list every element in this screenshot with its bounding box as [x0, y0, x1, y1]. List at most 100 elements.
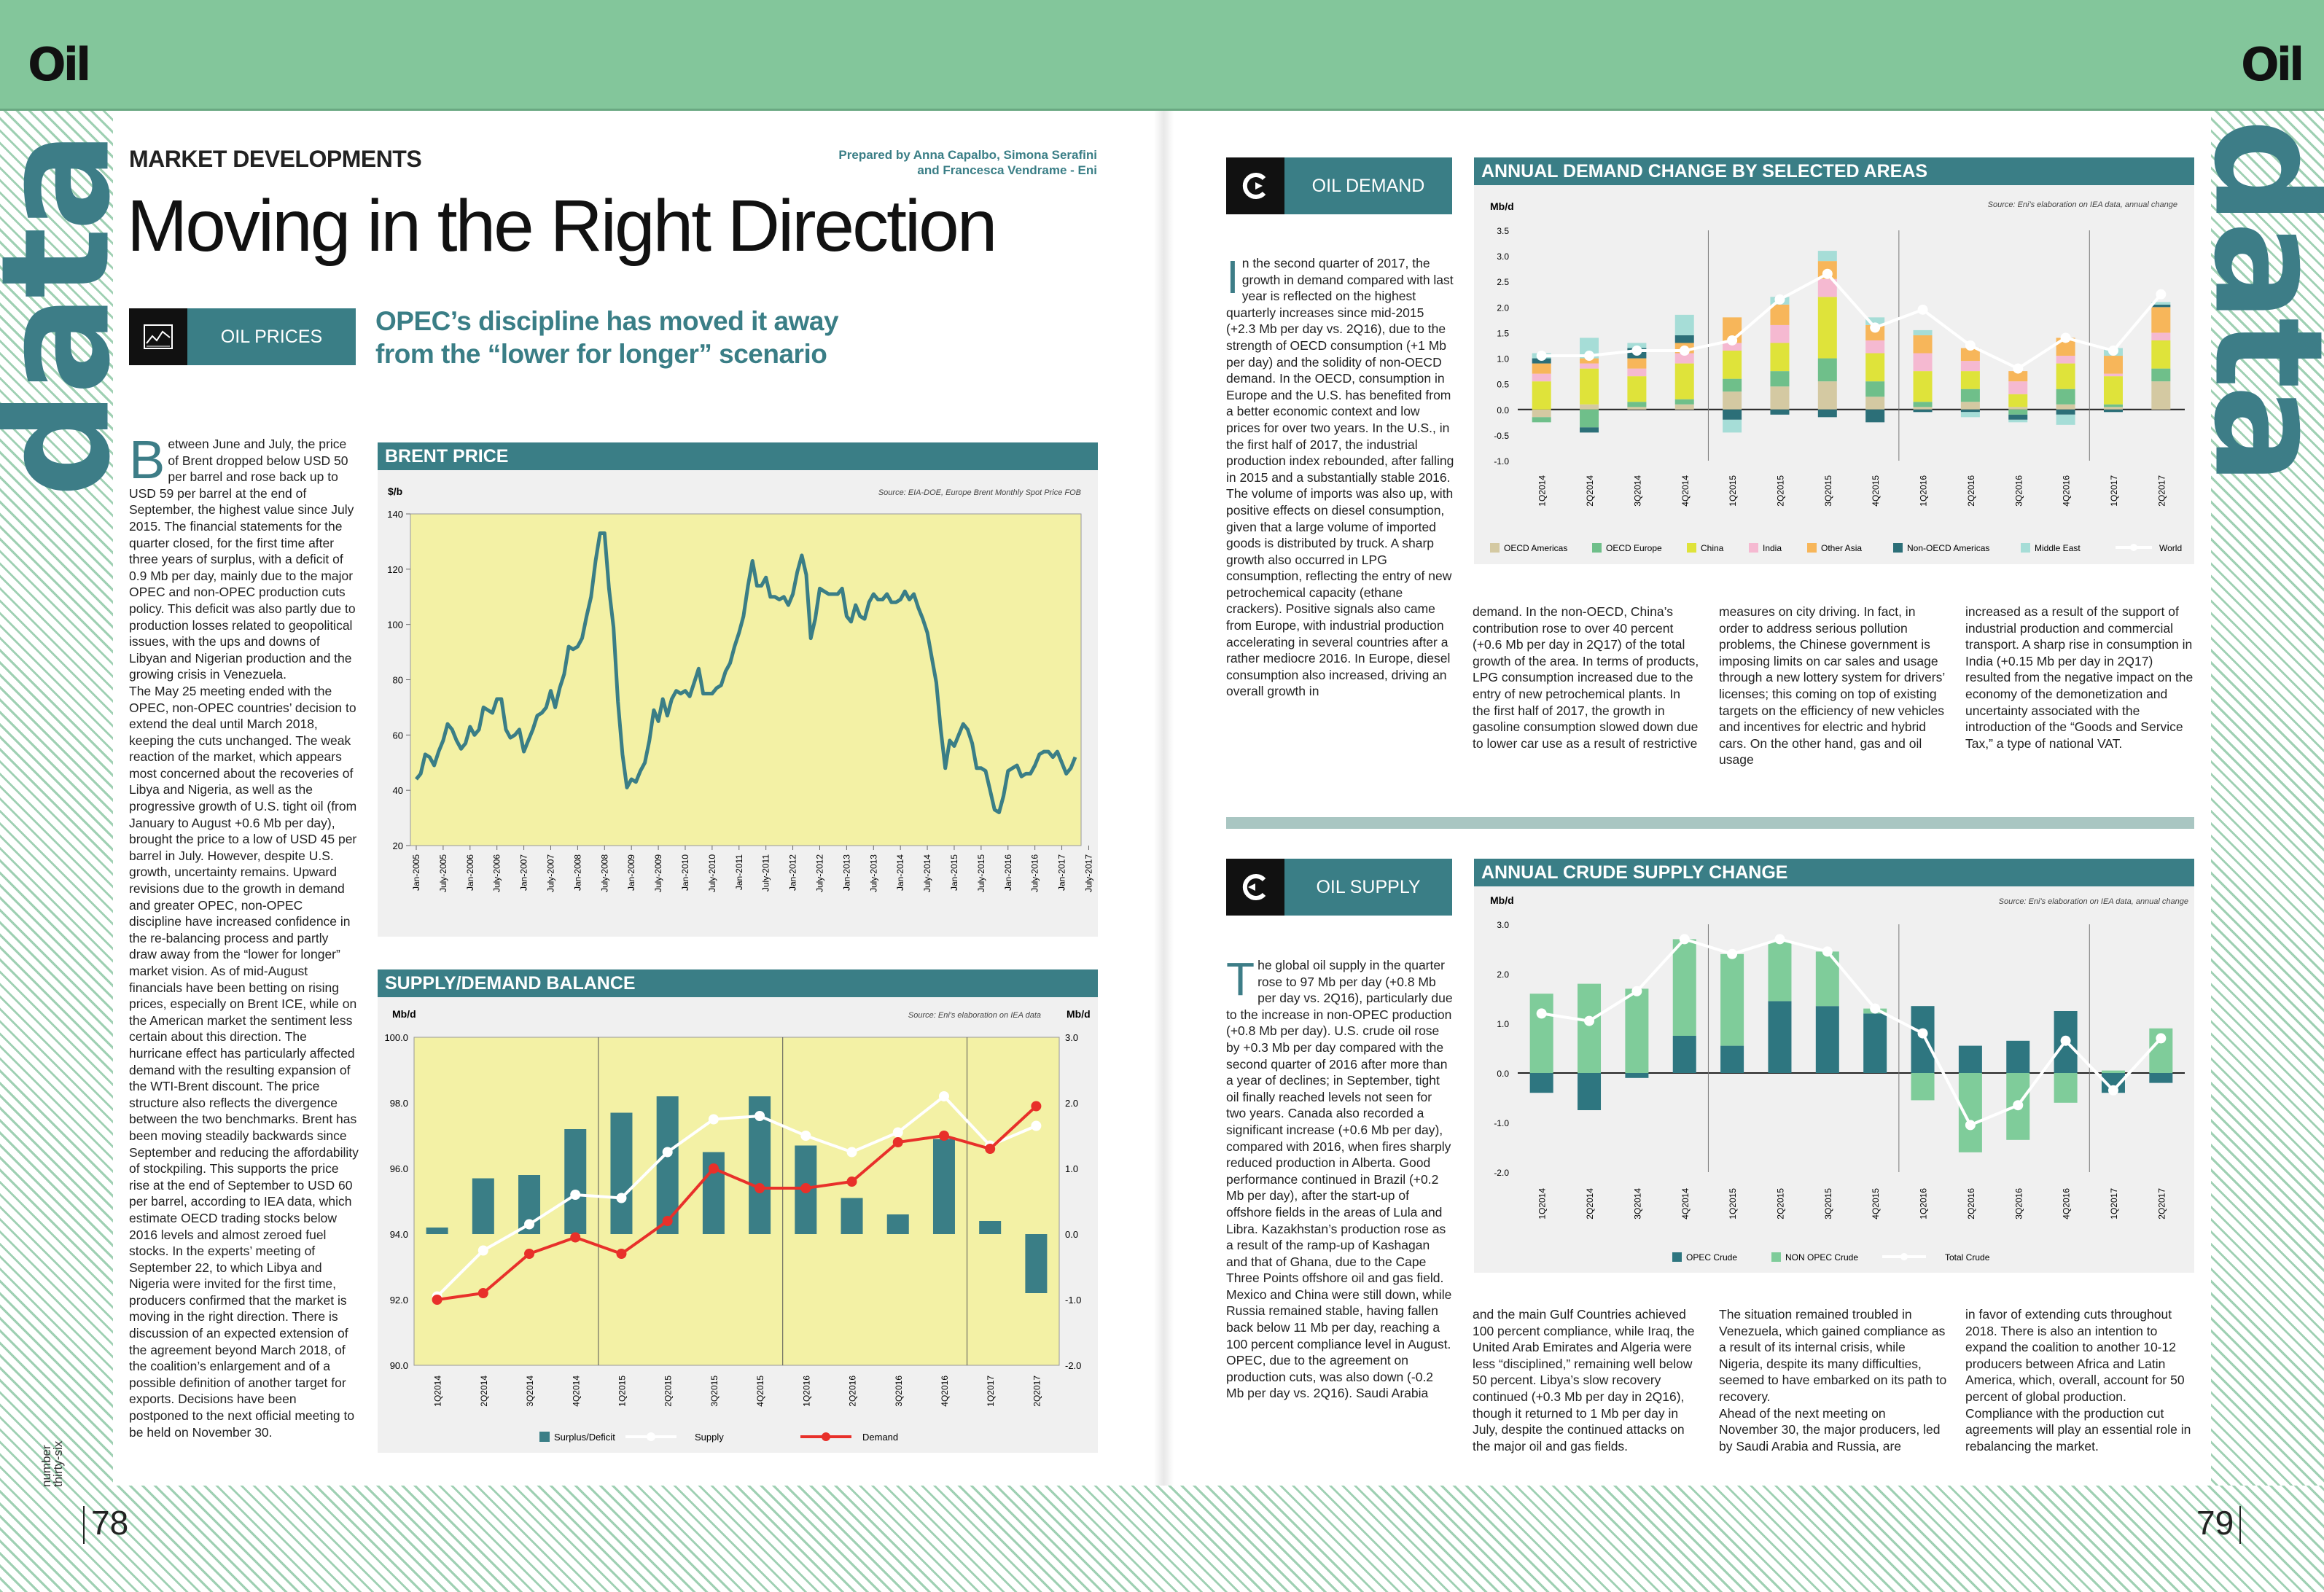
supply-chart: Mb/d Source: Eni's elaboration on IEA dat…: [1474, 886, 2194, 1273]
page-subtitle: OPEC’s discipline has moved it away from…: [375, 306, 839, 369]
dem-stack-segment: [1960, 412, 1980, 418]
dem-world-point: [1965, 340, 1976, 351]
dem-ytick-label: 0.0: [1497, 405, 1509, 415]
sup-total-point: [1631, 986, 1642, 996]
dem-stack-segment: [1770, 324, 1790, 343]
dem-stack-segment: [2056, 356, 2075, 364]
dem-xtick-label: 2Q2015: [1775, 475, 1785, 507]
sup-ytick-label: 0.0: [1497, 1069, 1509, 1079]
sup-xtick-label: 1Q2015: [1728, 1188, 1738, 1220]
sd-xtick-label: 2Q2014: [479, 1376, 489, 1407]
sup-total-point: [2156, 1033, 2167, 1044]
dem-stack-segment: [2151, 302, 2171, 305]
supply-chart-title: ANNUAL CRUDE SUPPLY CHANGE: [1474, 859, 2194, 886]
sup-ytick-label: 3.0: [1497, 920, 1509, 930]
dem-stack-segment: [1723, 351, 1742, 379]
sup-stack-segment: [2101, 1070, 2125, 1073]
brent-xtick-label: July-2009: [653, 854, 663, 892]
brent-xtick-label: Jan-2012: [788, 854, 798, 891]
sd-supply-point: [570, 1190, 581, 1200]
top-band: [0, 0, 2324, 111]
sd-supply-point: [477, 1245, 488, 1256]
dropcap-i: I: [1226, 255, 1239, 303]
dem-stack-segment: [2056, 389, 2075, 405]
sd-ytick-left: 90.0: [390, 1360, 408, 1371]
dem-stack-segment: [1627, 407, 1647, 410]
dem-stack-segment: [2151, 368, 2171, 382]
demand-chart: Mb/d Source: Eni's elaboration on IEA dat…: [1474, 185, 2194, 564]
sd-legend-supply: Supply: [695, 1432, 724, 1443]
sup-source: Source: Eni's elaboration on IEA data, a…: [1999, 897, 2188, 906]
sup-stack-segment: [1672, 939, 1696, 1036]
dem-legend-swatch: [1807, 543, 1817, 553]
brent-ytick-label: 60: [393, 730, 403, 741]
sd-surplus-bar: [472, 1178, 494, 1234]
arrow-circle-icon: [1226, 859, 1284, 916]
dem-stack-segment: [1723, 378, 1742, 392]
side-word-right: data: [2180, 118, 2324, 481]
left-hatch-strip: [0, 111, 113, 1592]
dropcap-t: T: [1226, 957, 1255, 1005]
sup-total-point: [2060, 1035, 2071, 1046]
dem-xtick-label: 3Q2016: [2013, 475, 2024, 507]
brent-ytick-label: 100: [387, 620, 403, 631]
sd-surplus-bar: [886, 1214, 909, 1234]
dem-stack-segment: [1532, 373, 1551, 382]
dem-stack-segment: [1532, 358, 1551, 364]
dem-world-point: [1917, 304, 1928, 315]
sd-legend-demand: Demand: [862, 1432, 898, 1443]
dem-xtick-label: 4Q2014: [1680, 475, 1691, 507]
sup-stack-segment: [1768, 1001, 1792, 1073]
sd-xtick-label: 3Q2015: [709, 1376, 720, 1407]
dem-stack-segment: [1960, 361, 1980, 372]
dem-stack-segment: [1532, 409, 1551, 418]
dem-stack-segment: [1532, 363, 1551, 374]
brent-xtick-label: Jan-2013: [841, 854, 851, 891]
dem-stack-segment: [2056, 363, 2075, 389]
dem-stack-segment: [1770, 304, 1790, 325]
sd-surplus-bar: [610, 1112, 633, 1234]
sup-xtick-label: 4Q2014: [1680, 1188, 1691, 1220]
dem-stack-segment: [1913, 371, 1933, 402]
dem-xtick-label: 1Q2017: [2109, 475, 2119, 507]
brent-xtick-label: Jan-2016: [1003, 854, 1013, 891]
sd-legend-dot-supply: [647, 1432, 655, 1441]
supply-demand-svg: Mb/d Mb/d Source: Eni's elaboration on IEA…: [384, 1008, 1090, 1443]
sup-xtick-label: 3Q2016: [2013, 1188, 2024, 1220]
page-number-left-rule: [83, 1506, 85, 1544]
sup-xtick-label: 3Q2014: [1632, 1188, 1642, 1220]
dem-stack-segment: [2056, 404, 2075, 410]
sup-legend-dot-total: [1900, 1253, 1908, 1260]
dem-legend-world: World: [2159, 543, 2182, 553]
sup-xtick-label: 2Q2014: [1585, 1188, 1595, 1220]
dem-stack-segment: [1627, 376, 1647, 402]
dem-xtick-label: 1Q2014: [1537, 475, 1548, 507]
dem-legend-dot-world: [2130, 544, 2137, 551]
dem-stack-segment: [1817, 381, 1837, 410]
sup-xtick-label: 1Q2017: [2109, 1188, 2119, 1220]
sup-legend-swatch-nonopec: [1771, 1252, 1781, 1262]
dem-xtick-label: 2Q2016: [1966, 475, 1976, 507]
sd-plot-area: [413, 1037, 1060, 1366]
dem-world-point: [2107, 346, 2118, 356]
sd-ytick-left: 98.0: [390, 1098, 408, 1109]
sd-xtick-label: 2Q2016: [848, 1376, 858, 1407]
page-number-right: 79: [2196, 1504, 2234, 1542]
sd-xtick-label: 2Q2015: [663, 1376, 674, 1407]
sd-xtick-label: 4Q2016: [940, 1376, 950, 1407]
dem-stack-segment: [1770, 386, 1790, 410]
dem-source: Source: Eni's elaboration on IEA data, a…: [1988, 200, 2177, 209]
sd-demand-point: [708, 1163, 719, 1174]
demand-col-4: increased as a result of the support of …: [1965, 604, 2194, 751]
dem-world-point: [1679, 346, 1690, 356]
dem-stack-segment: [1913, 353, 1933, 372]
sd-ytick-left: 92.0: [390, 1295, 408, 1306]
brent-xtick-label: July-2011: [761, 854, 771, 891]
oil-demand-label: OIL DEMAND: [1284, 157, 1452, 214]
sup-xtick-label: 2Q2016: [1966, 1188, 1976, 1220]
sup-stack-segment: [1958, 1073, 1982, 1152]
sup-total-point: [1536, 1008, 1547, 1019]
dem-stack-segment: [1532, 381, 1551, 410]
